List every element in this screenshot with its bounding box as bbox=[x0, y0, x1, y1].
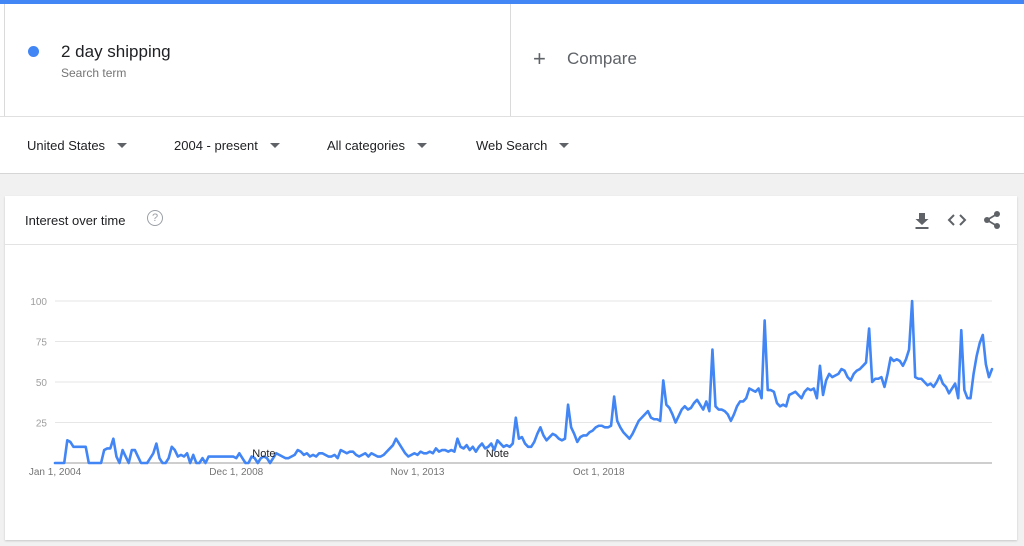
series-line[interactable] bbox=[53, 299, 994, 465]
y-tick-label: 100 bbox=[30, 297, 47, 308]
caret-down-icon bbox=[417, 143, 428, 148]
card-title: Interest over time bbox=[25, 213, 126, 228]
search-term-type: Search term bbox=[61, 66, 127, 80]
y-tick-label: 25 bbox=[36, 419, 48, 430]
search-property-label: Web Search bbox=[476, 138, 548, 153]
category-dropdown[interactable]: All categories bbox=[327, 138, 428, 153]
compare-label: Compare bbox=[567, 49, 637, 68]
time-range-dropdown[interactable]: 2004 - present bbox=[174, 138, 280, 153]
caret-down-icon bbox=[269, 143, 280, 148]
note-annotation[interactable]: Note bbox=[486, 448, 509, 460]
share-icon[interactable] bbox=[981, 209, 1003, 231]
region-label: United States bbox=[27, 138, 106, 153]
embed-icon[interactable] bbox=[946, 209, 968, 231]
interest-over-time-chart: 25 50 75 100 Jan 1, 2004 Dec 1, 2008 Nov 1, 20… bbox=[29, 297, 994, 478]
caret-down-icon bbox=[559, 143, 570, 148]
interest-over-time-card: Interest over time ? 25 50 75 100 Jan 1, 200… bbox=[5, 196, 1017, 540]
search-property-dropdown[interactable]: Web Search bbox=[476, 138, 570, 153]
search-term-card[interactable]: 2 day shipping Search term bbox=[4, 4, 511, 116]
card-header: Interest over time ? bbox=[5, 196, 1017, 245]
download-icon[interactable] bbox=[911, 209, 933, 231]
compare-button[interactable]: + Compare bbox=[533, 48, 637, 70]
x-tick-label: Dec 1, 2008 bbox=[209, 467, 263, 478]
search-terms-bar: 2 day shipping Search term + Compare bbox=[0, 4, 1024, 116]
y-tick-label: 50 bbox=[36, 378, 48, 389]
search-term-name[interactable]: 2 day shipping bbox=[61, 42, 171, 61]
help-icon[interactable]: ? bbox=[147, 210, 163, 226]
plus-icon: + bbox=[533, 46, 546, 71]
x-tick-label: Jan 1, 2004 bbox=[29, 467, 82, 478]
category-label: All categories bbox=[327, 138, 406, 153]
note-annotation[interactable]: Note bbox=[252, 448, 275, 460]
top-accent-bar bbox=[0, 0, 1024, 4]
x-tick-label: Oct 1, 2018 bbox=[573, 467, 625, 478]
region-dropdown[interactable]: United States bbox=[27, 138, 128, 153]
caret-down-icon bbox=[117, 143, 128, 148]
y-tick-label: 75 bbox=[36, 338, 48, 349]
series-color-dot bbox=[28, 46, 39, 57]
filters-bar: United States 2004 - present All categor… bbox=[0, 116, 1024, 174]
x-tick-label: Nov 1, 2013 bbox=[391, 467, 445, 478]
time-range-label: 2004 - present bbox=[174, 138, 258, 153]
